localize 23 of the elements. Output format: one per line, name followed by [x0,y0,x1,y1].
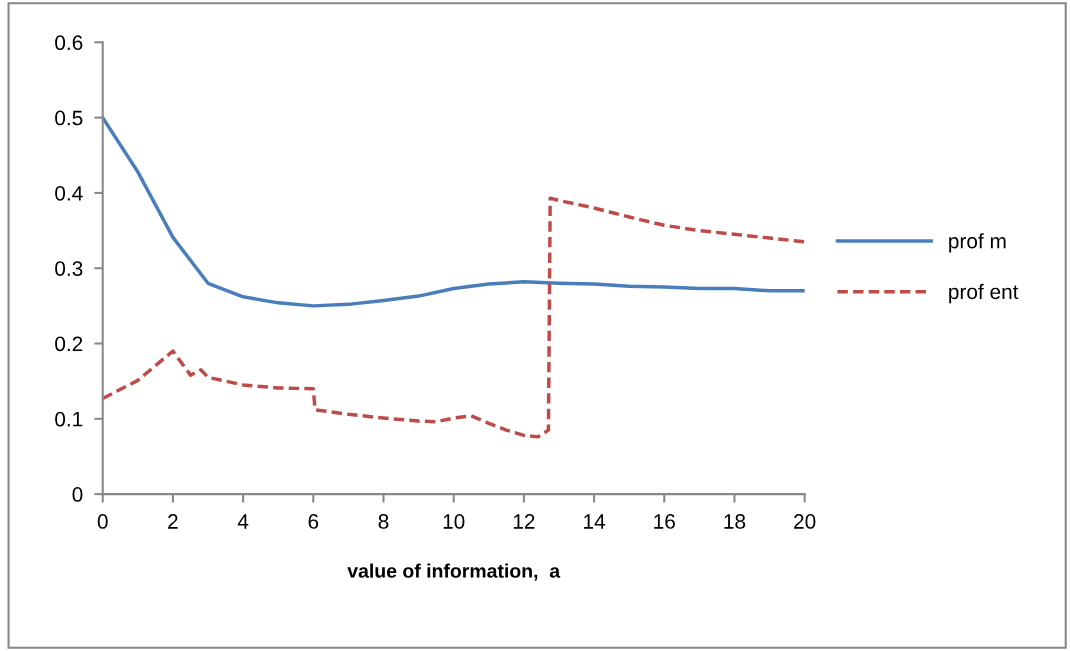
x-tick-label: 18 [724,514,746,529]
y-tick-label: 0.1 [55,411,83,427]
x-tick-label: 14 [584,514,606,529]
x-tick-label: 4 [237,514,249,529]
line-series [102,196,805,439]
x-tick-label: 8 [378,514,389,529]
line-series [102,115,805,308]
x-axis-title: value of information, a [347,563,561,581]
y-tick-label: 0.5 [55,110,83,126]
legend-label: prof m [949,233,1006,253]
x-tick-label: 20 [794,514,816,529]
y-tick-label: 0.4 [55,185,83,201]
legend-label: prof ent [949,283,1019,304]
x-tick-label: 2 [168,514,178,529]
x-tick-label: 12 [513,514,535,529]
x-tick-label: 16 [654,514,675,529]
y-tick-label: 0.6 [55,35,83,51]
x-tick-label: 10 [443,514,465,529]
y-tick-label: 0.2 [55,336,83,352]
y-tick-label: 0.3 [55,261,83,276]
y-tick-label: 0 [72,487,83,502]
x-tick-label: 6 [308,514,319,529]
x-tick-label: 0 [97,514,108,529]
